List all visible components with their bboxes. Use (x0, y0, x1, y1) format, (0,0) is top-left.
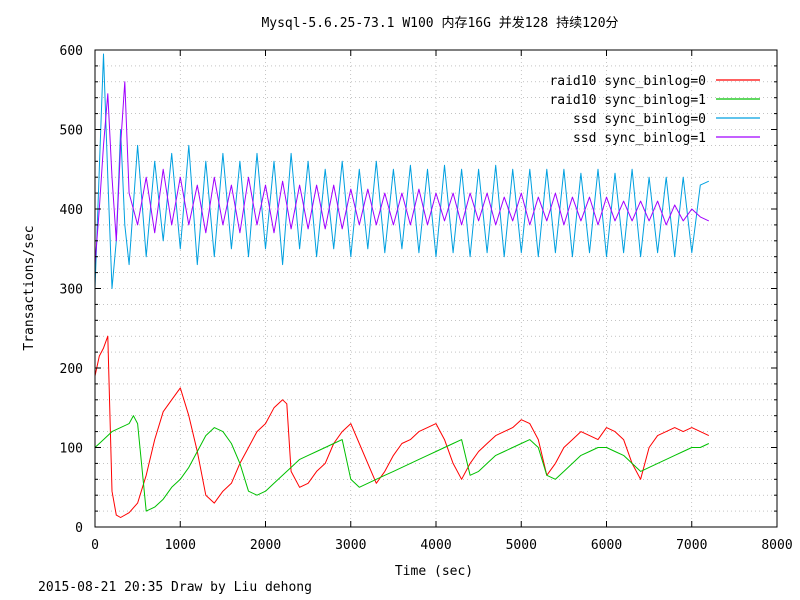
x-tick-label: 7000 (676, 538, 707, 553)
x-tick-label: 6000 (591, 538, 622, 553)
series-line-2 (94, 415, 710, 512)
x-tick-label: 8000 (761, 538, 792, 553)
x-tick-label: 0 (91, 538, 99, 553)
x-tick-label: 1000 (165, 538, 196, 553)
y-tick-label: 200 (60, 362, 83, 377)
y-tick-label: 500 (60, 124, 83, 139)
series-line-1 (94, 335, 710, 518)
x-tick-label: 3000 (335, 538, 366, 553)
legend-label: ssd sync_binlog=0 (573, 112, 706, 127)
y-tick-label: 600 (60, 44, 83, 59)
y-tick-label: 300 (60, 283, 83, 298)
x-tick-label: 4000 (420, 538, 451, 553)
y-tick-label: 0 (75, 521, 83, 536)
y-tick-label: 400 (60, 203, 83, 218)
footer-caption: 2015-08-21 20:35 Draw by Liu dehong (38, 580, 312, 595)
legend: raid10 sync_binlog=0 raid10 sync_binlog=1… (549, 74, 760, 146)
series-line-4 (94, 81, 710, 265)
x-tick-label: 2000 (250, 538, 281, 553)
x-axis-label: Time (sec) (395, 564, 473, 579)
series-layer (94, 53, 710, 518)
y-tick-label: 100 (60, 442, 83, 457)
page-title: Mysql-5.6.25-73.1 W100 内存16G 并发128 持续120… (261, 16, 619, 31)
legend-label: ssd sync_binlog=1 (573, 131, 706, 146)
x-tick-label: 5000 (506, 538, 537, 553)
y-axis-label: Transactions/sec (22, 225, 37, 350)
series-line-3 (94, 53, 710, 289)
legend-label: raid10 sync_binlog=0 (549, 74, 706, 89)
legend-label: raid10 sync_binlog=1 (549, 93, 706, 108)
